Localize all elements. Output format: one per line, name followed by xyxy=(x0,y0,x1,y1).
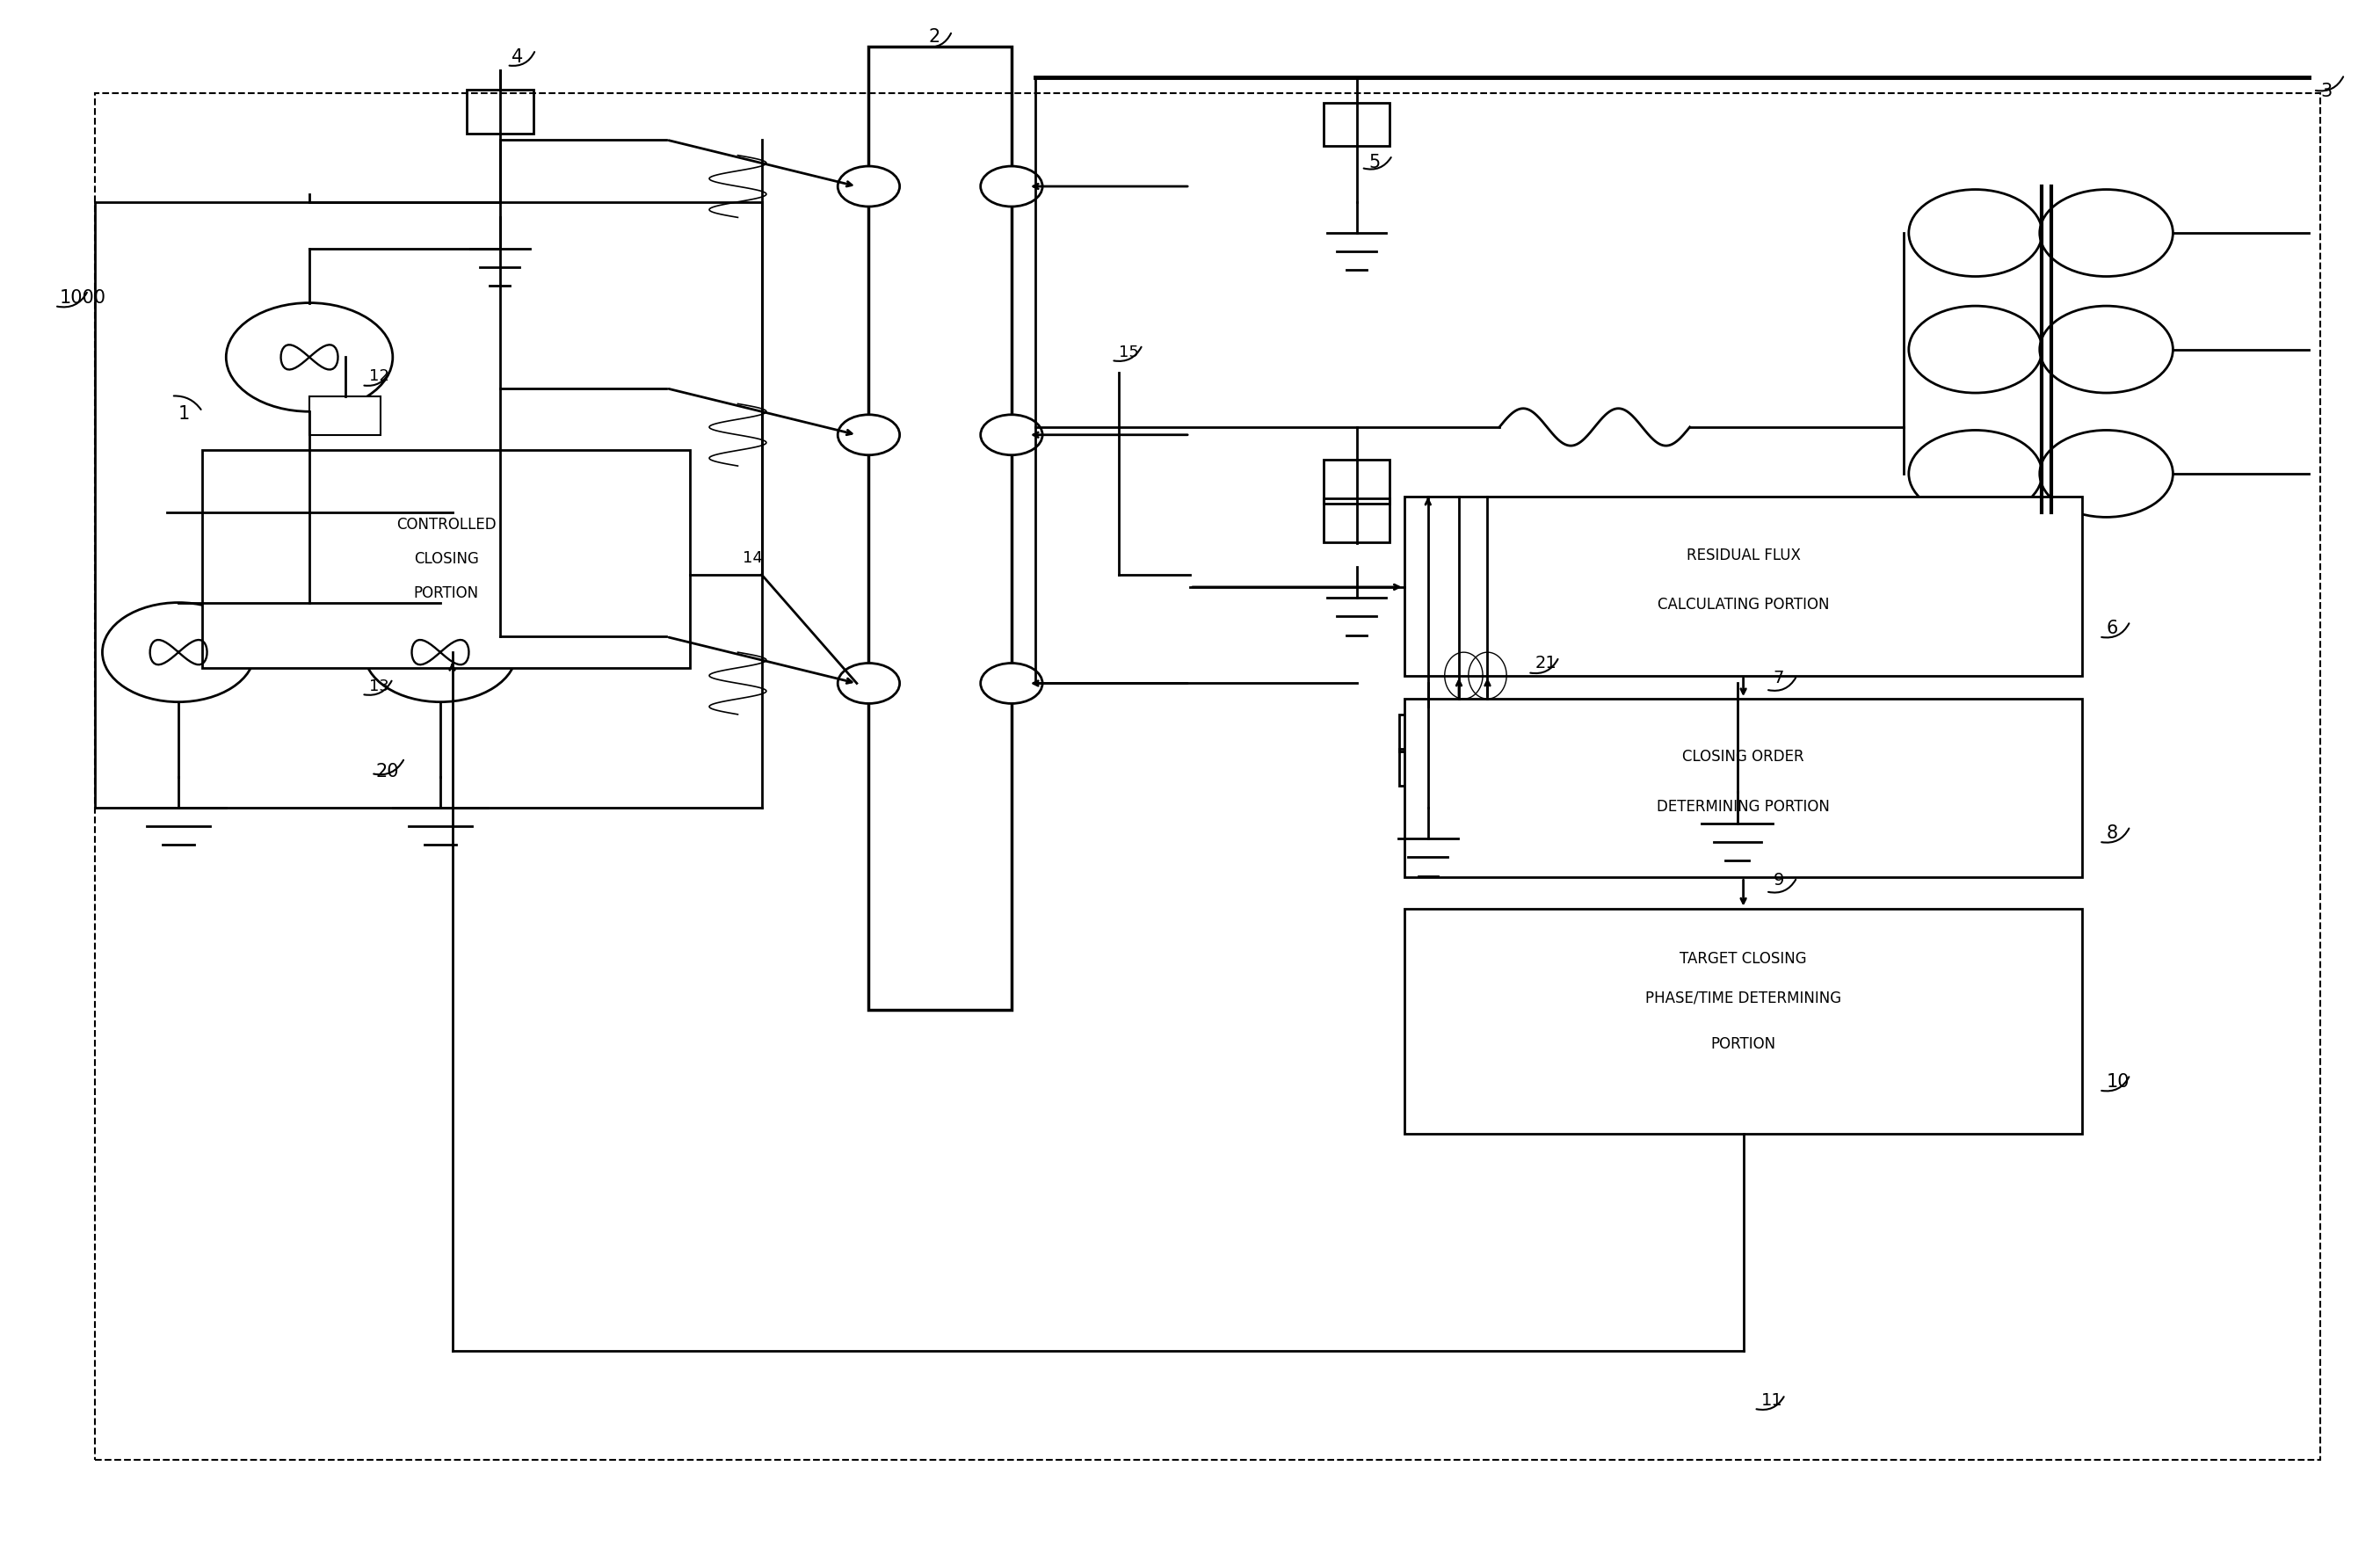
Text: RESIDUAL FLUX: RESIDUAL FLUX xyxy=(1687,547,1799,564)
Circle shape xyxy=(981,415,1042,455)
Bar xyxy=(1404,909,2082,1134)
Bar xyxy=(1323,102,1390,146)
Text: 11: 11 xyxy=(1761,1393,1783,1409)
Text: 13: 13 xyxy=(369,679,388,694)
Text: 2: 2 xyxy=(928,28,940,45)
Text: 3: 3 xyxy=(2320,82,2332,99)
Text: 10: 10 xyxy=(2106,1073,2130,1090)
Text: 8: 8 xyxy=(2106,825,2118,842)
Bar xyxy=(1399,749,1457,786)
Bar xyxy=(466,90,533,134)
Bar xyxy=(1323,460,1390,503)
Text: 9: 9 xyxy=(1773,873,1785,888)
Bar xyxy=(1404,699,2082,877)
Text: CLOSING: CLOSING xyxy=(414,551,478,567)
Text: CALCULATING PORTION: CALCULATING PORTION xyxy=(1656,596,1830,613)
Circle shape xyxy=(981,663,1042,704)
Text: PORTION: PORTION xyxy=(414,585,478,601)
Text: 14: 14 xyxy=(743,550,762,565)
Text: 4: 4 xyxy=(512,48,524,65)
Bar xyxy=(1323,499,1390,542)
Circle shape xyxy=(838,415,900,455)
Text: 6: 6 xyxy=(2106,620,2118,637)
Text: 20: 20 xyxy=(376,763,400,780)
Circle shape xyxy=(838,166,900,207)
Text: CLOSING ORDER: CLOSING ORDER xyxy=(1683,749,1804,766)
Text: 1000: 1000 xyxy=(60,289,107,306)
Text: TARGET CLOSING: TARGET CLOSING xyxy=(1680,950,1806,968)
Bar xyxy=(1404,497,2082,676)
Bar xyxy=(1399,714,1457,752)
Text: CONTROLLED: CONTROLLED xyxy=(397,517,495,533)
Bar xyxy=(202,450,690,668)
Text: DETERMINING PORTION: DETERMINING PORTION xyxy=(1656,798,1830,815)
Text: 5: 5 xyxy=(1368,154,1380,171)
Circle shape xyxy=(838,663,900,704)
Text: PHASE/TIME DETERMINING: PHASE/TIME DETERMINING xyxy=(1645,989,1842,1006)
Text: 1: 1 xyxy=(178,405,190,422)
Text: PORTION: PORTION xyxy=(1711,1036,1775,1053)
Bar xyxy=(309,396,381,435)
Text: 7: 7 xyxy=(1773,671,1785,686)
Text: 21: 21 xyxy=(1535,655,1557,671)
Text: 12: 12 xyxy=(369,368,388,384)
Bar xyxy=(869,47,1011,1009)
Circle shape xyxy=(981,166,1042,207)
Text: 15: 15 xyxy=(1119,345,1138,360)
Bar xyxy=(95,93,2320,1460)
